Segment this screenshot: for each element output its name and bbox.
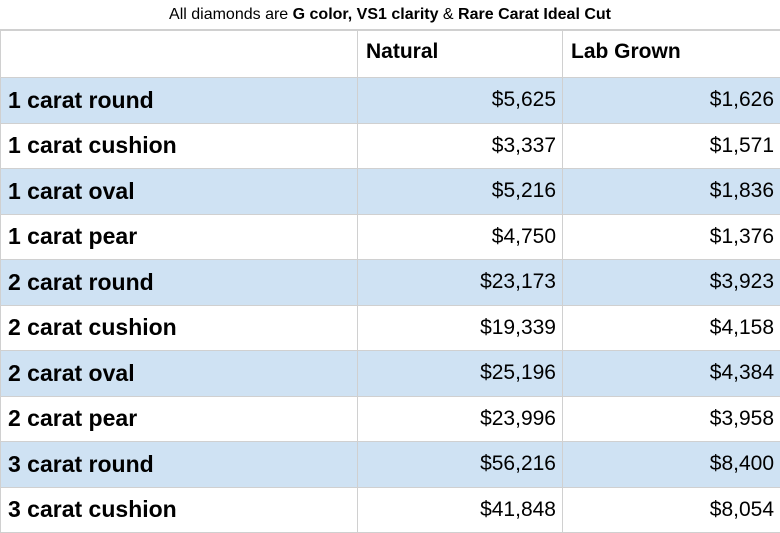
natural-price[interactable]: $4,750 xyxy=(358,214,563,260)
row-label[interactable]: 1 carat round xyxy=(1,78,358,124)
row-label[interactable]: 2 carat pear xyxy=(1,396,358,442)
natural-price[interactable]: $5,216 xyxy=(358,169,563,215)
caption-prefix: All diamonds are xyxy=(169,6,293,23)
natural-price[interactable]: $23,996 xyxy=(358,396,563,442)
row-label[interactable]: 1 carat pear xyxy=(1,214,358,260)
header-row: Natural Lab Grown xyxy=(1,31,780,78)
header-cell-natural[interactable]: Natural xyxy=(358,31,563,78)
lab-price[interactable]: $1,571 xyxy=(563,123,780,169)
table-row: 1 carat cushion $3,337 $1,571 xyxy=(1,123,780,169)
row-label[interactable]: 1 carat oval xyxy=(1,169,358,215)
header-cell-lab-grown[interactable]: Lab Grown xyxy=(563,31,780,78)
lab-price[interactable]: $4,384 xyxy=(563,351,780,397)
row-label[interactable]: 1 carat cushion xyxy=(1,123,358,169)
table-row: 3 carat cushion $41,848 $8,054 xyxy=(1,487,780,533)
header-cell-blank[interactable] xyxy=(1,31,358,78)
caption-grade: G color, VS1 clarity xyxy=(293,6,439,23)
lab-price[interactable]: $1,376 xyxy=(563,214,780,260)
table-row: 1 carat round $5,625 $1,626 xyxy=(1,78,780,124)
lab-price[interactable]: $1,626 xyxy=(563,78,780,124)
table-row: 1 carat pear $4,750 $1,376 xyxy=(1,214,780,260)
natural-price[interactable]: $3,337 xyxy=(358,123,563,169)
lab-price[interactable]: $3,958 xyxy=(563,396,780,442)
table-caption: All diamonds are G color, VS1 clarity & … xyxy=(0,0,780,30)
table-row: 2 carat oval $25,196 $4,384 xyxy=(1,351,780,397)
lab-price[interactable]: $1,836 xyxy=(563,169,780,215)
table-row: 3 carat round $56,216 $8,400 xyxy=(1,442,780,488)
caption-cut: Rare Carat Ideal Cut xyxy=(458,6,611,23)
table-row: 1 carat oval $5,216 $1,836 xyxy=(1,169,780,215)
row-label[interactable]: 2 carat round xyxy=(1,260,358,306)
natural-price[interactable]: $56,216 xyxy=(358,442,563,488)
row-label[interactable]: 2 carat oval xyxy=(1,351,358,397)
row-label[interactable]: 2 carat cushion xyxy=(1,305,358,351)
natural-price[interactable]: $5,625 xyxy=(358,78,563,124)
lab-price[interactable]: $8,400 xyxy=(563,442,780,488)
lab-price[interactable]: $3,923 xyxy=(563,260,780,306)
natural-price[interactable]: $41,848 xyxy=(358,487,563,533)
natural-price[interactable]: $23,173 xyxy=(358,260,563,306)
caption-joiner: & xyxy=(438,6,458,23)
table-row: 2 carat round $23,173 $3,923 xyxy=(1,260,780,306)
table-row: 2 carat pear $23,996 $3,958 xyxy=(1,396,780,442)
natural-price[interactable]: $19,339 xyxy=(358,305,563,351)
natural-price[interactable]: $25,196 xyxy=(358,351,563,397)
row-label[interactable]: 3 carat cushion xyxy=(1,487,358,533)
price-table: Natural Lab Grown 1 carat round $5,625 $… xyxy=(0,30,780,533)
lab-price[interactable]: $4,158 xyxy=(563,305,780,351)
table-row: 2 carat cushion $19,339 $4,158 xyxy=(1,305,780,351)
lab-price[interactable]: $8,054 xyxy=(563,487,780,533)
row-label[interactable]: 3 carat round xyxy=(1,442,358,488)
